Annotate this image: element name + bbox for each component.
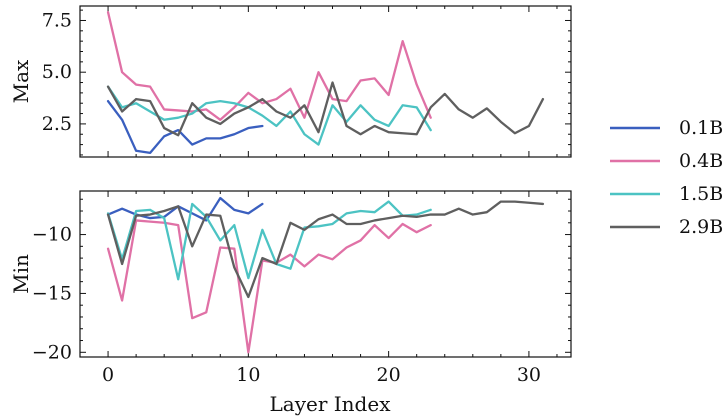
min-series-0-1B-line	[106, 196, 264, 222]
max-panel: 2.5 5.0 7.5 Max	[9, 5, 572, 158]
legend-label-0-1B: 0.1B	[679, 117, 723, 139]
min-y-tick-label: −15	[32, 282, 72, 304]
x-tick-label: 20	[377, 364, 401, 386]
min-y-axis-label: Min	[9, 254, 33, 294]
max-plot-frame	[79, 5, 572, 158]
min-series-2-9B-line	[106, 200, 545, 299]
min-series-1-5B-line	[106, 200, 432, 281]
legend-label-1-5B: 1.5B	[679, 183, 723, 205]
max-series-1-5B-line	[106, 85, 432, 146]
min-y-tick-label: −10	[32, 224, 72, 246]
max-y-tick-label: 5.0	[42, 61, 72, 83]
min-panel: 0 10 20 30 −20 −15 −10 Min	[9, 190, 572, 386]
min-y-tick-label: −20	[32, 341, 72, 363]
max-y-tick-label: 7.5	[42, 9, 72, 31]
x-tick-label: 0	[102, 364, 114, 386]
legend-label-2-9B: 2.9B	[679, 216, 723, 238]
max-series-2-9B-line	[106, 81, 545, 137]
legend: 0.1B 0.4B 1.5B 2.9B	[610, 117, 723, 238]
max-series-0-4B-line	[106, 11, 432, 121]
min-plot-frame	[79, 190, 572, 358]
x-axis-label: Layer Index	[270, 392, 392, 416]
max-y-tick-label: 2.5	[42, 113, 72, 135]
legend-label-0-4B: 0.4B	[679, 150, 723, 172]
min-series-0-4B-line	[106, 219, 432, 354]
max-series-0-1B-line	[106, 100, 264, 155]
x-tick-label: 30	[517, 364, 541, 386]
max-y-axis-label: Max	[9, 59, 33, 103]
x-tick-label: 10	[236, 364, 260, 386]
